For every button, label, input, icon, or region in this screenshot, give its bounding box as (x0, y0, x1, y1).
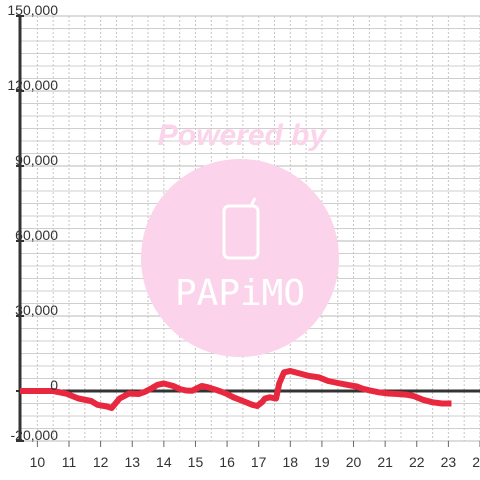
y-tick-label: -20,000 (11, 427, 59, 443)
x-tick-label: 23 (441, 454, 457, 470)
x-tick-label: 14 (156, 454, 172, 470)
y-tick-label: 0 (50, 377, 58, 393)
x-tick-label: 16 (219, 454, 235, 470)
y-tick-label: 60,000 (15, 227, 58, 243)
x-tick-label: 11 (62, 454, 77, 470)
series-line (20, 368, 452, 411)
x-tick-label: 13 (124, 454, 140, 470)
y-tick-label: 150,000 (7, 2, 58, 18)
x-tick-label: 20 (346, 454, 362, 470)
phone-icon-antenna (249, 197, 257, 207)
watermark-brand: PAPiMO (175, 273, 305, 314)
x-tick-label: 24 (472, 454, 480, 470)
y-tick-label: 120,000 (7, 77, 58, 93)
x-tick-label: 21 (377, 454, 393, 470)
plot-area (20, 368, 452, 411)
axes (16, 15, 480, 447)
x-tick-label: 22 (409, 454, 425, 470)
y-tick-label: 30,000 (15, 302, 58, 318)
watermark-text: Powered by (158, 119, 328, 152)
x-tick-label: 17 (251, 454, 267, 470)
y-tick-label: 90,000 (15, 152, 58, 168)
x-tick-label: 18 (283, 454, 299, 470)
x-tick-label: 12 (93, 454, 109, 470)
tick-labels: 150,000 120,000 90,000 60,000 30,000 0 -20,000… (7, 2, 480, 470)
phone-icon (222, 204, 260, 260)
x-tick-label: 10 (30, 454, 46, 470)
x-tick-label: 19 (314, 454, 330, 470)
watermark: Powered by PAPiMO (141, 119, 339, 357)
x-tick-label: 15 (188, 454, 204, 470)
